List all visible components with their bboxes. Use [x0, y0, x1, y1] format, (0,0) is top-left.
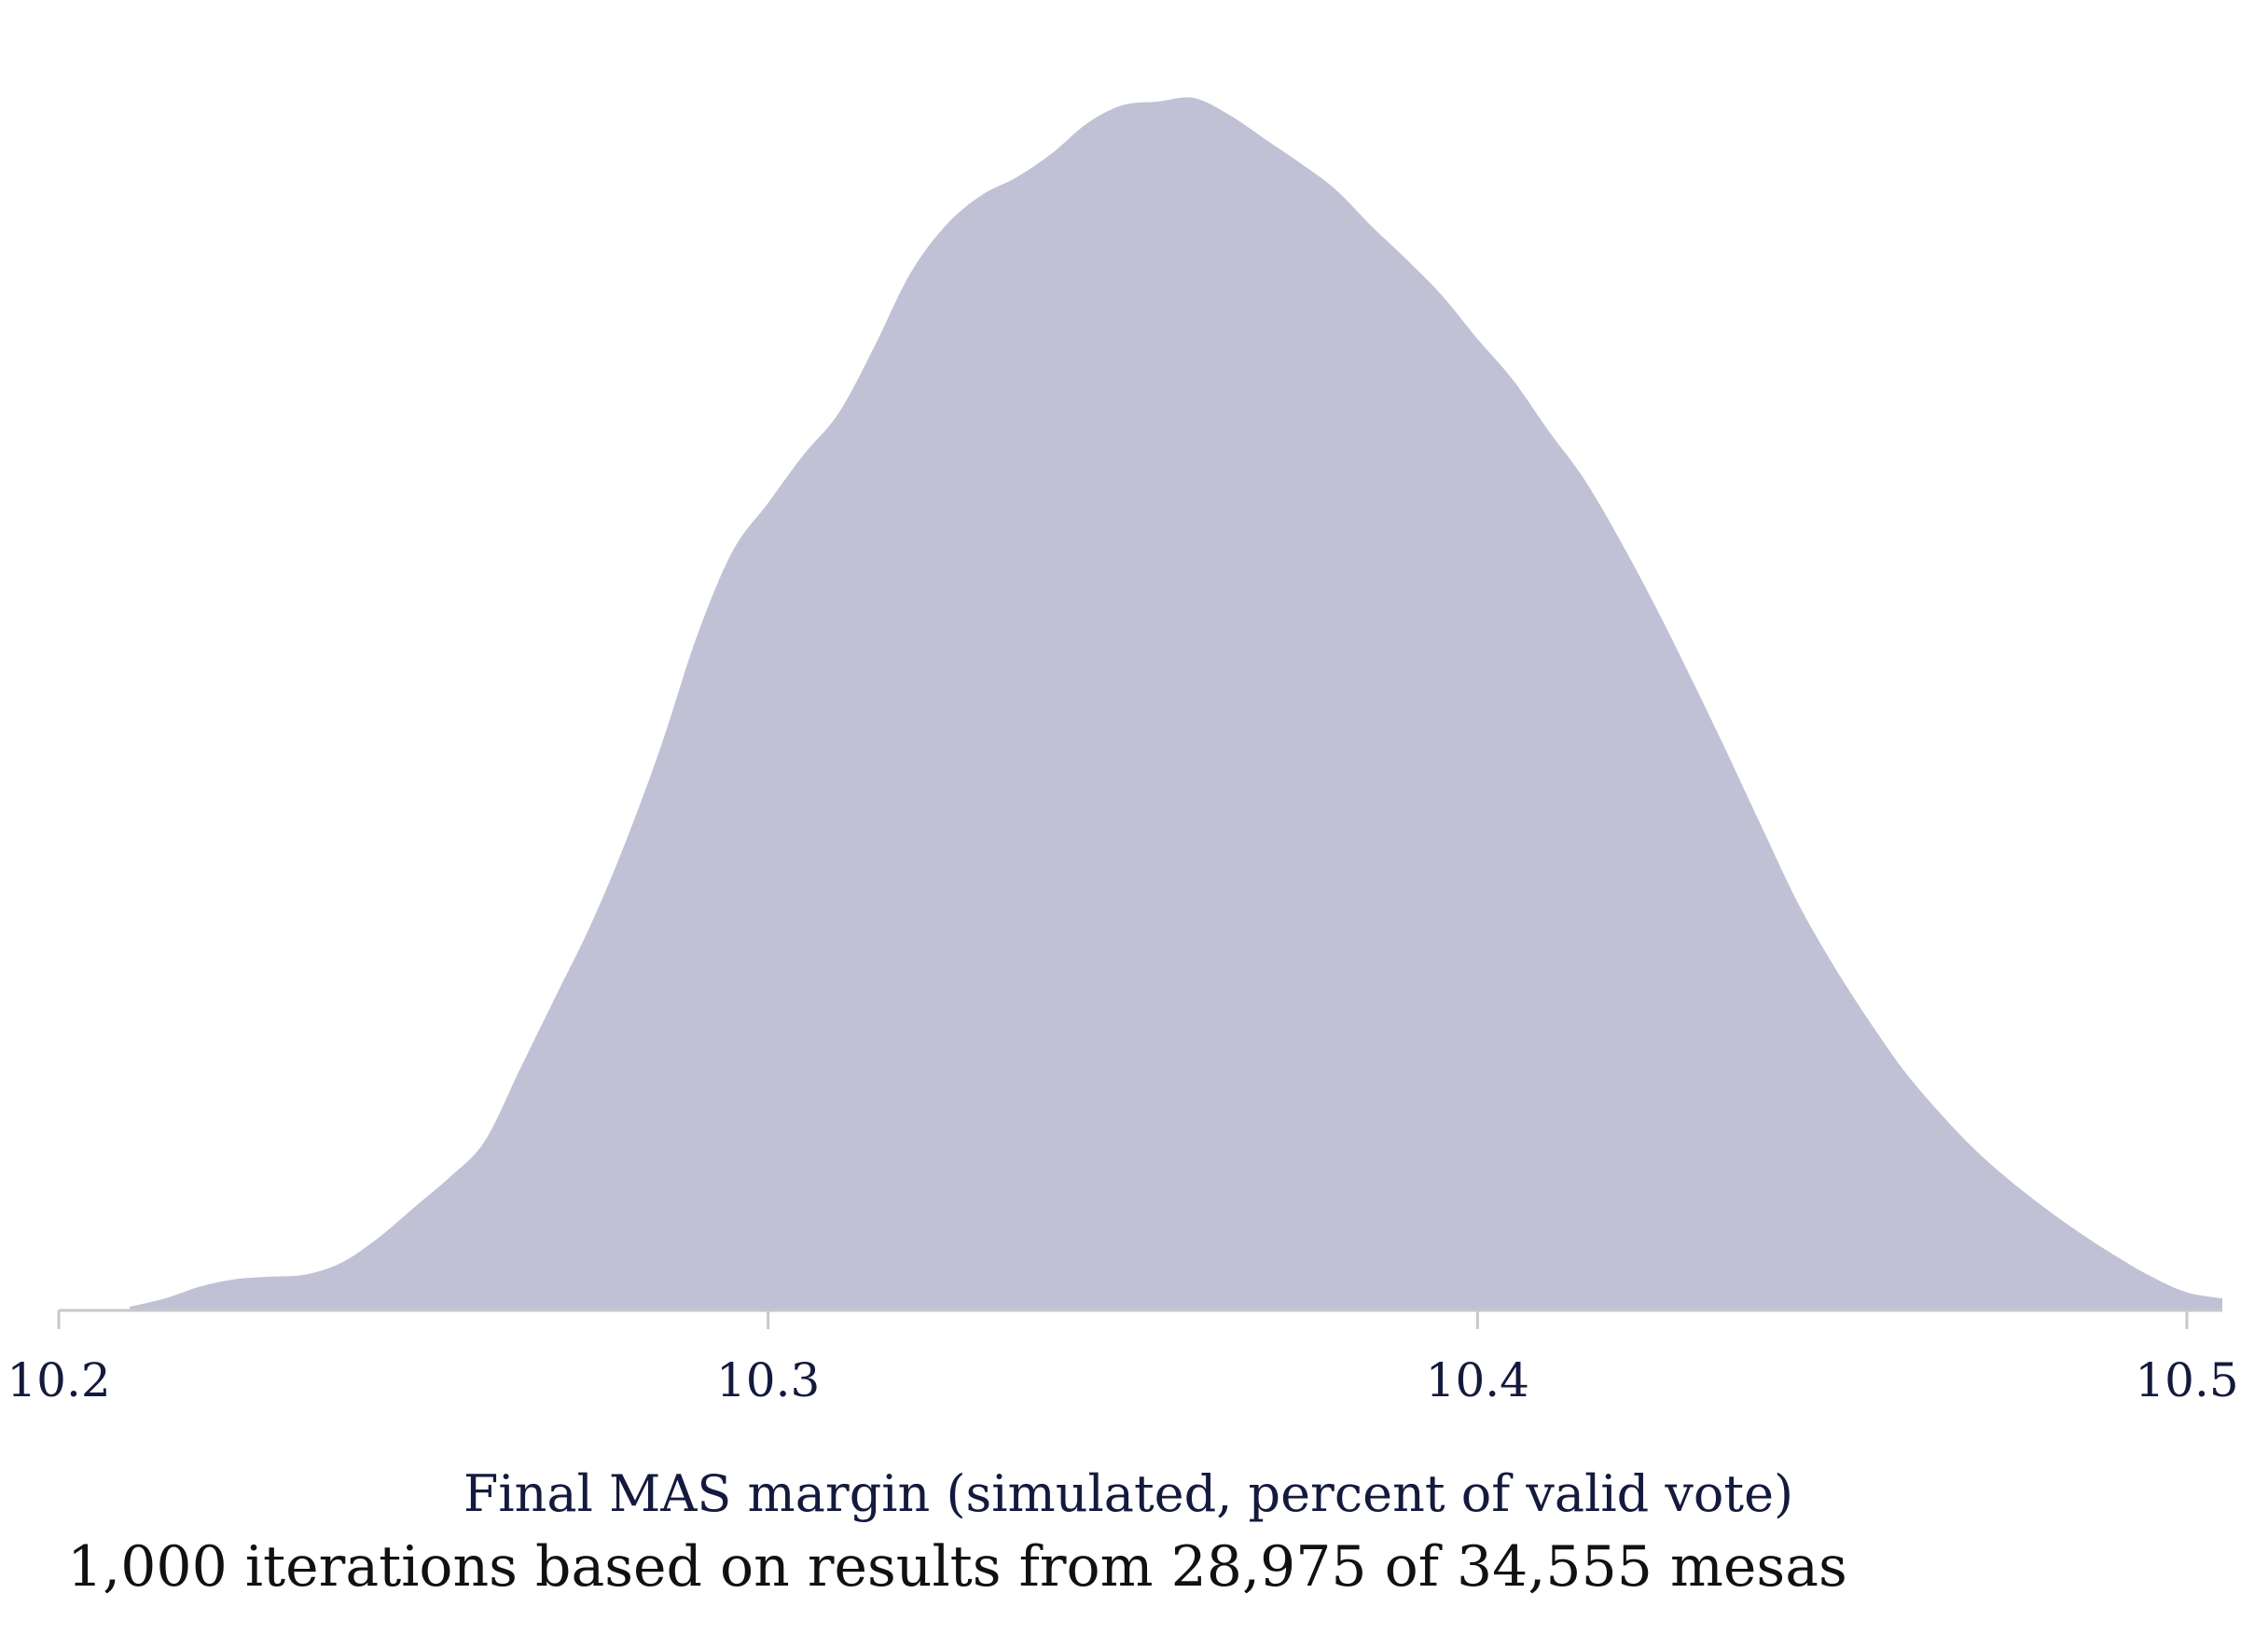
x-axis-title: Final MAS margin (simulated, percent of …: [463, 1464, 1793, 1523]
x-tick-label: 10.4: [1426, 1353, 1529, 1407]
chart-caption: 1,000 iterations based on results from 2…: [67, 1534, 1847, 1600]
x-tick-label: 10.5: [2135, 1353, 2238, 1407]
x-tick-label: 10.3: [716, 1353, 820, 1407]
x-axis-ticks: 10.2 10.3 10.4 10.5: [7, 1310, 2239, 1407]
x-tick-label: 10.2: [7, 1353, 110, 1407]
density-area: [130, 97, 2222, 1310]
